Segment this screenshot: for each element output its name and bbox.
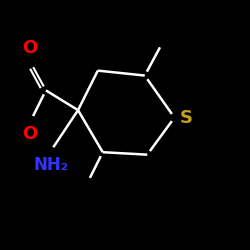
- Text: O: O: [22, 125, 38, 143]
- Text: S: S: [180, 108, 192, 126]
- Text: O: O: [22, 39, 38, 57]
- Text: NH₂: NH₂: [33, 156, 68, 174]
